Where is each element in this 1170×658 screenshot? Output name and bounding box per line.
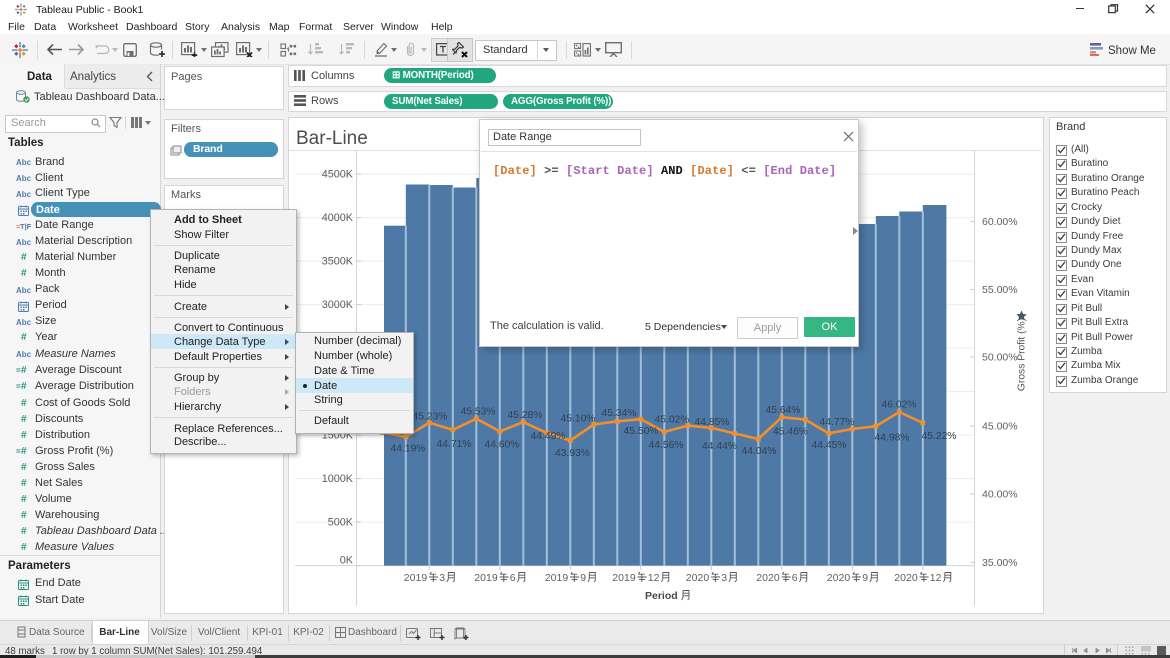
svg-text:44.56%: 44.56%	[649, 440, 684, 451]
svg-text:45.00%: 45.00%	[982, 420, 1018, 432]
svg-text:1000K: 1000K	[322, 473, 354, 485]
svg-text:2020: 2020	[827, 572, 851, 584]
svg-text:50.00%: 50.00%	[982, 352, 1018, 364]
svg-text:45.22%: 45.22%	[922, 431, 957, 442]
svg-text:45.53%: 45.53%	[461, 407, 496, 418]
svg-text:Bar-Line: Bar-Line	[296, 128, 368, 149]
svg-text:44.45%: 44.45%	[812, 440, 847, 451]
svg-text:3500K: 3500K	[322, 256, 354, 268]
svg-text:44.04%: 44.04%	[742, 446, 777, 457]
svg-text:44.60%: 44.60%	[485, 440, 520, 451]
svg-text:60.00%: 60.00%	[982, 216, 1018, 228]
svg-text:44.19%: 44.19%	[391, 444, 426, 455]
svg-text:2019: 2019	[612, 572, 636, 584]
svg-text:Gross Profit (%): Gross Profit (%)	[1017, 318, 1028, 391]
svg-text:0K: 0K	[340, 555, 354, 567]
svg-text:44.77%: 44.77%	[820, 417, 855, 428]
svg-text:3: 3	[721, 572, 727, 584]
svg-text:45.34%: 45.34%	[602, 408, 637, 419]
svg-text:2020: 2020	[894, 572, 918, 584]
svg-text:45.64%: 45.64%	[766, 405, 801, 416]
svg-text:45.10%: 45.10%	[561, 414, 596, 425]
svg-text:45.28%: 45.28%	[508, 410, 543, 421]
svg-text:2020: 2020	[756, 572, 780, 584]
svg-text:6: 6	[510, 572, 516, 584]
svg-text:55.00%: 55.00%	[982, 284, 1018, 296]
svg-text:2019: 2019	[474, 572, 498, 584]
svg-text:45.50%: 45.50%	[624, 426, 659, 437]
svg-text:4500K: 4500K	[322, 169, 354, 181]
svg-text:2020: 2020	[686, 572, 710, 584]
svg-text:44.71%: 44.71%	[437, 439, 472, 450]
svg-text:9: 9	[580, 572, 586, 584]
svg-text:3000K: 3000K	[322, 299, 354, 311]
svg-text:9: 9	[862, 572, 868, 584]
svg-text:44.44%: 44.44%	[702, 441, 737, 452]
svg-text:46.02%: 46.02%	[882, 400, 917, 411]
svg-text:3: 3	[439, 572, 445, 584]
svg-text:12: 12	[648, 572, 660, 584]
svg-text:45.23%: 45.23%	[413, 412, 448, 423]
svg-text:45.46%: 45.46%	[773, 426, 808, 437]
svg-text:40.00%: 40.00%	[982, 489, 1018, 501]
svg-text:4000K: 4000K	[322, 212, 354, 224]
svg-text:12: 12	[930, 572, 942, 584]
svg-text:35.00%: 35.00%	[982, 557, 1018, 569]
svg-text:44.85%: 44.85%	[695, 417, 730, 428]
svg-text:500K: 500K	[328, 517, 354, 529]
svg-text:44.98%: 44.98%	[875, 433, 910, 444]
svg-text:44.49%: 44.49%	[531, 431, 566, 442]
svg-text:2019: 2019	[545, 572, 569, 584]
svg-text:2019: 2019	[404, 572, 428, 584]
svg-text:43.93%: 43.93%	[555, 448, 590, 459]
svg-text:45.02%: 45.02%	[655, 415, 690, 426]
svg-text:Period: Period	[645, 590, 678, 602]
svg-text:6: 6	[792, 572, 798, 584]
